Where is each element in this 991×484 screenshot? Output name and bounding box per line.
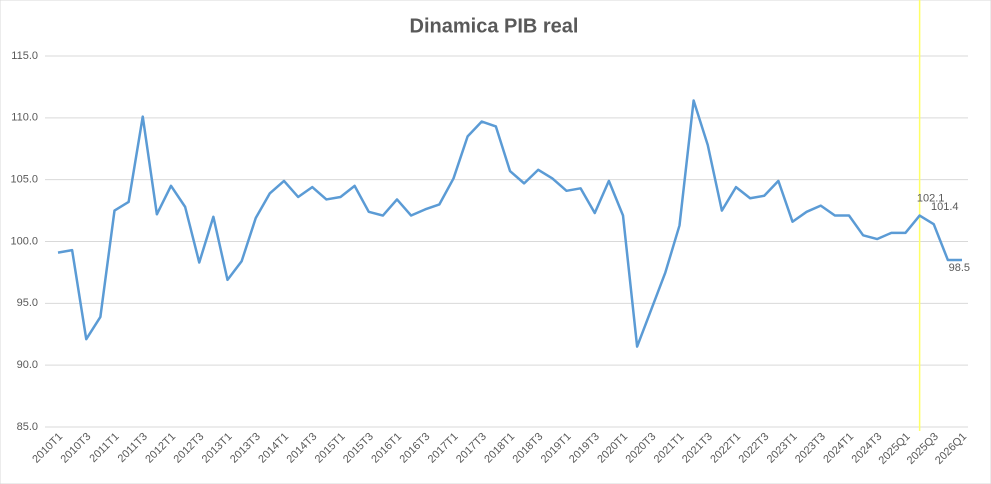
line-series	[57, 99, 962, 348]
y-tick-label: 115.0	[11, 50, 38, 62]
y-tick-label: 95.0	[17, 297, 38, 309]
data-label: 101.4	[931, 201, 959, 213]
y-tick-label: 90.0	[17, 359, 38, 371]
data-label: 98.5	[949, 262, 970, 274]
y-tick-label: 105.0	[10, 174, 38, 186]
y-tick-label: 100.0	[10, 235, 38, 247]
data-label: 102.1	[917, 192, 945, 204]
chart-title: Dinamica PIB real	[410, 15, 579, 37]
y-tick-label: 110.0	[11, 112, 38, 124]
y-tick-label: 85.0	[17, 421, 38, 433]
